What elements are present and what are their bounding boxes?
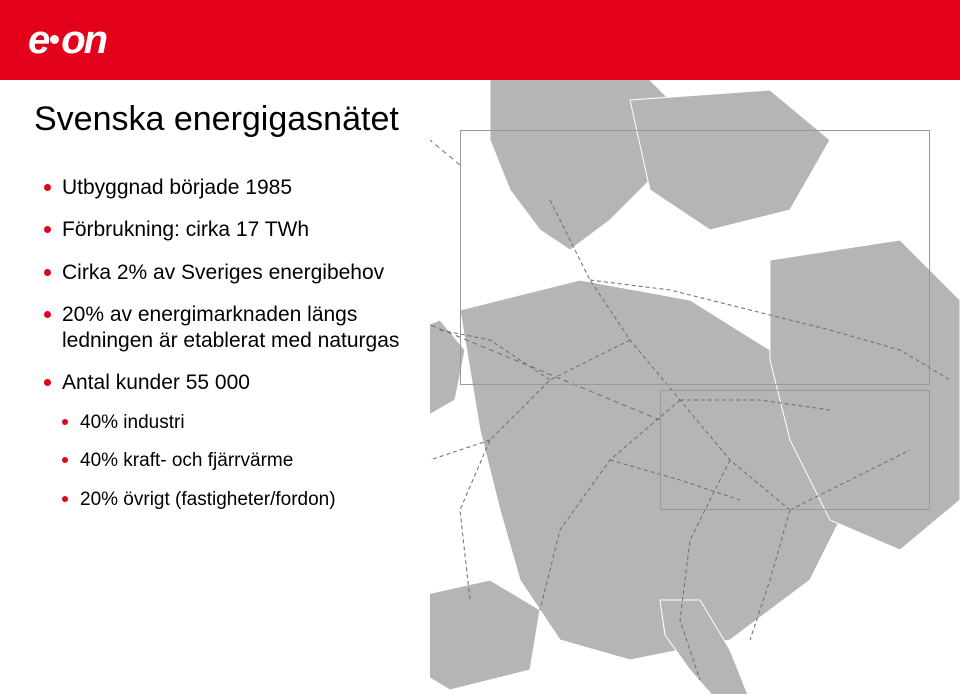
bullet-item: 20% av energimarknaden längs ledningen ä… bbox=[44, 302, 444, 355]
sub-bullet-item: 40% industri bbox=[62, 411, 444, 436]
map-inset-box-central bbox=[660, 390, 930, 510]
bullet-item: Cirka 2% av Sveriges energibehov bbox=[44, 260, 444, 286]
slide: eon Svenska energigasnätet Utbyggnad bör… bbox=[0, 0, 960, 694]
sub-bullet-text: 40% industri bbox=[80, 412, 185, 433]
bullet-text: Antal kunder 55 000 bbox=[62, 371, 250, 394]
bullet-list: Utbyggnad började 1985 Förbrukning: cirk… bbox=[44, 175, 444, 529]
bullet-item: Antal kunder 55 000 40% industri 40% kra… bbox=[44, 370, 444, 512]
sub-bullet-item: 20% övrigt (fastigheter/fordon) bbox=[62, 488, 444, 513]
map-inset-box-north bbox=[460, 130, 930, 385]
bullet-text: 20% av energimarknaden längs ledningen ä… bbox=[62, 303, 399, 352]
bullet-text: Utbyggnad började 1985 bbox=[62, 176, 292, 199]
eon-logo: eon bbox=[28, 18, 106, 63]
sub-bullet-text: 40% kraft- och fjärrvärme bbox=[80, 450, 293, 471]
bullet-item: Utbyggnad började 1985 bbox=[44, 175, 444, 201]
bullet-text: Förbrukning: cirka 17 TWh bbox=[62, 218, 309, 241]
sub-bullet-item: 40% kraft- och fjärrvärme bbox=[62, 449, 444, 474]
slide-title: Svenska energigasnätet bbox=[34, 100, 399, 139]
header-bar: eon bbox=[0, 0, 960, 80]
bullet-text: Cirka 2% av Sveriges energibehov bbox=[62, 261, 384, 284]
bullet-item: Förbrukning: cirka 17 TWh bbox=[44, 217, 444, 243]
sub-bullet-text: 20% övrigt (fastigheter/fordon) bbox=[80, 489, 336, 510]
